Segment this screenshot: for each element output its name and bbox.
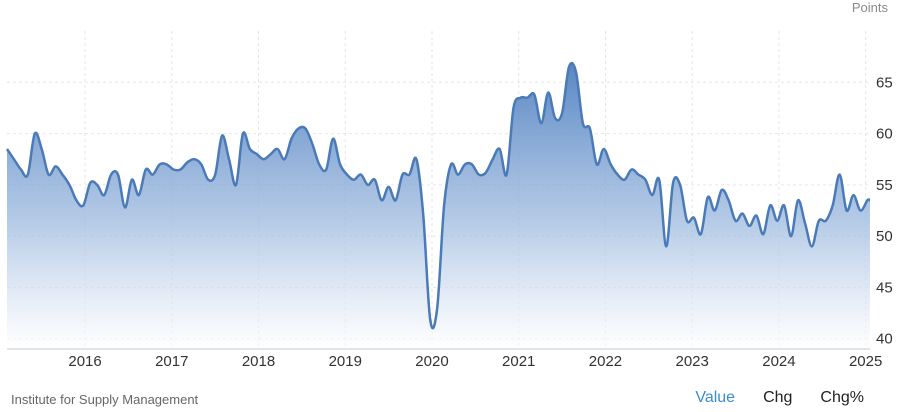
x-tick-label: 2016 xyxy=(68,353,101,370)
x-tick-label: 2021 xyxy=(502,353,535,370)
source-label: Institute for Supply Management xyxy=(11,392,199,407)
x-tick-label: 2025 xyxy=(849,353,882,370)
y-tick-label: 65 xyxy=(876,74,893,91)
tab-chg[interactable]: Chg xyxy=(763,389,793,406)
x-tick-label: 2024 xyxy=(762,353,795,370)
x-axis-ticks: 2016 2017 2018 2019 2020 2021 2022 2023 2024 2025 xyxy=(68,353,882,370)
y-tick-label: 60 xyxy=(876,126,893,143)
tab-value[interactable]: Value xyxy=(695,389,736,406)
x-tick-label: 2019 xyxy=(329,353,362,370)
value-tabs: Value Chg Chg% xyxy=(695,389,864,407)
series-line xyxy=(5,61,871,330)
unit-label: Points xyxy=(851,0,888,15)
tab-chg-percent[interactable]: Chg% xyxy=(820,389,864,406)
y-tick-label: 50 xyxy=(876,228,893,245)
x-tick-label: 2020 xyxy=(415,353,448,370)
x-tick-label: 2018 xyxy=(242,353,275,370)
y-axis-ticks: 40 45 50 55 60 65 xyxy=(876,74,893,347)
x-tick-label: 2023 xyxy=(676,353,709,370)
y-tick-label: 45 xyxy=(876,279,893,296)
x-tick-label: 2022 xyxy=(589,353,622,370)
x-tick-label: 2017 xyxy=(155,353,188,370)
series-area xyxy=(7,63,870,349)
y-tick-label: 40 xyxy=(876,331,893,348)
y-tick-label: 55 xyxy=(876,177,893,194)
